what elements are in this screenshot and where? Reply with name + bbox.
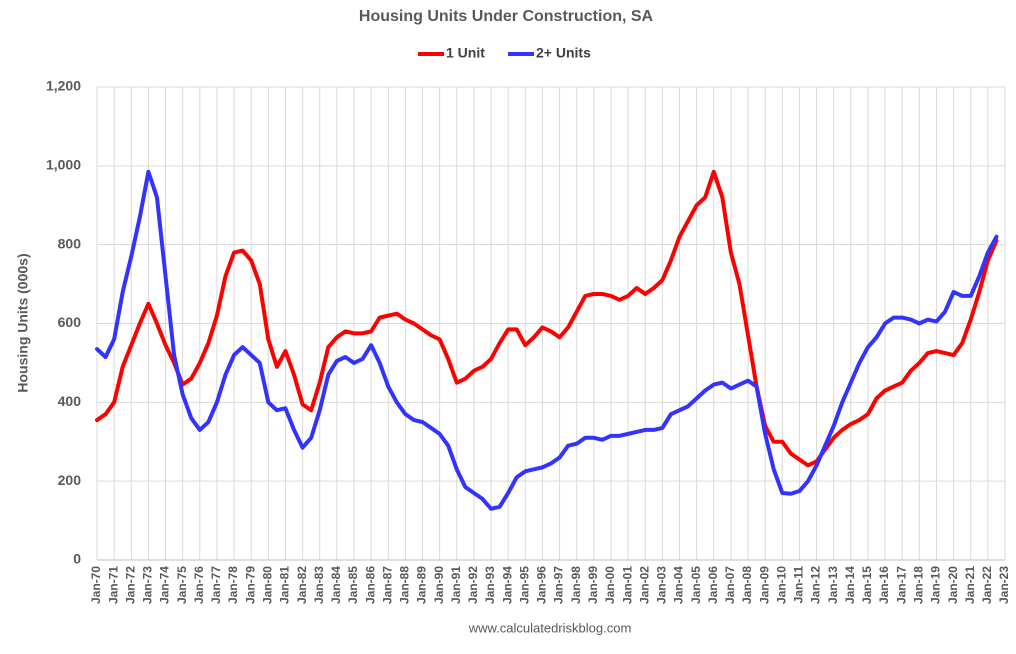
x-tick-label: Jan-76 bbox=[192, 566, 206, 604]
x-tick-label: Jan-01 bbox=[620, 566, 634, 604]
x-tick-label: Jan-08 bbox=[740, 566, 754, 604]
x-tick-label: Jan-87 bbox=[380, 566, 394, 604]
y-tick-label: 1,200 bbox=[46, 78, 81, 94]
x-tick-label: Jan-10 bbox=[774, 566, 788, 604]
x-tick-label: Jan-15 bbox=[860, 566, 874, 604]
x-tick-label: Jan-00 bbox=[603, 566, 617, 604]
x-tick-label: Jan-90 bbox=[432, 566, 446, 604]
x-tick-label: Jan-14 bbox=[843, 566, 857, 604]
x-tick-label: Jan-75 bbox=[175, 566, 189, 604]
x-tick-label: Jan-89 bbox=[415, 566, 429, 604]
x-tick-label: Jan-18 bbox=[912, 566, 926, 604]
x-tick-label: Jan-80 bbox=[260, 566, 274, 604]
x-tick-label: Jan-77 bbox=[209, 566, 223, 604]
y-tick-label: 800 bbox=[58, 235, 82, 251]
x-tick-label: Jan-94 bbox=[500, 566, 514, 604]
x-tick-label: Jan-82 bbox=[295, 566, 309, 604]
x-tick-label: Jan-06 bbox=[706, 566, 720, 604]
series-line bbox=[95, 169, 999, 511]
x-tick-label: Jan-03 bbox=[655, 566, 669, 604]
x-tick-label: Jan-02 bbox=[637, 566, 651, 604]
x-tick-label: Jan-72 bbox=[123, 566, 137, 604]
y-tick-label: 200 bbox=[58, 472, 82, 488]
x-tick-label: Jan-95 bbox=[517, 566, 531, 604]
x-tick-label: Jan-23 bbox=[997, 566, 1011, 604]
x-tick-label: Jan-16 bbox=[877, 566, 891, 604]
y-tick-label: 600 bbox=[58, 314, 82, 330]
y-tick-label: 0 bbox=[73, 551, 81, 567]
x-tick-label: Jan-20 bbox=[946, 566, 960, 604]
x-tick-label: Jan-98 bbox=[569, 566, 583, 604]
x-tick-label: Jan-04 bbox=[672, 566, 686, 604]
x-tick-label: Jan-19 bbox=[929, 566, 943, 604]
x-tick-label: Jan-81 bbox=[278, 566, 292, 604]
x-tick-label: Jan-97 bbox=[552, 566, 566, 604]
chart-title: Housing Units Under Construction, SA bbox=[359, 8, 654, 25]
x-tick-label: Jan-78 bbox=[226, 566, 240, 604]
x-tick-label: Jan-92 bbox=[466, 566, 480, 604]
y-axis-title: Housing Units (000s) bbox=[15, 253, 31, 392]
x-tick-label: Jan-21 bbox=[963, 566, 977, 604]
x-tick-label: Jan-70 bbox=[89, 566, 103, 604]
x-tick-label: Jan-96 bbox=[535, 566, 549, 604]
x-tick-label: Jan-12 bbox=[809, 566, 823, 604]
legend-label: 2+ Units bbox=[536, 45, 591, 61]
x-tick-label: Jan-11 bbox=[792, 566, 806, 604]
x-tick-label: Jan-88 bbox=[398, 566, 412, 604]
x-tick-label: Jan-05 bbox=[689, 566, 703, 604]
x-tick-label: Jan-13 bbox=[826, 566, 840, 604]
x-tick-label: Jan-74 bbox=[158, 566, 172, 604]
x-tick-label: Jan-91 bbox=[449, 566, 463, 604]
legend-label: 1 Unit bbox=[446, 45, 485, 61]
x-tick-label: Jan-79 bbox=[243, 566, 257, 604]
x-tick-label: Jan-85 bbox=[346, 566, 360, 604]
x-tick-label: Jan-86 bbox=[363, 566, 377, 604]
x-tick-label: Jan-83 bbox=[312, 566, 326, 604]
x-tick-label: Jan-71 bbox=[106, 566, 120, 604]
x-tick-label: Jan-99 bbox=[586, 566, 600, 604]
y-tick-label: 400 bbox=[58, 393, 82, 409]
series-line bbox=[95, 169, 999, 468]
x-tick-label: Jan-09 bbox=[757, 566, 771, 604]
x-tick-label: Jan-17 bbox=[894, 566, 908, 604]
source-text: www.calculatedriskblog.com bbox=[468, 620, 632, 635]
x-tick-label: Jan-22 bbox=[980, 566, 994, 604]
x-tick-label: Jan-84 bbox=[329, 566, 343, 604]
x-tick-label: Jan-07 bbox=[723, 566, 737, 604]
y-tick-label: 1,000 bbox=[46, 157, 81, 173]
x-tick-label: Jan-73 bbox=[141, 566, 155, 604]
x-tick-label: Jan-93 bbox=[483, 566, 497, 604]
